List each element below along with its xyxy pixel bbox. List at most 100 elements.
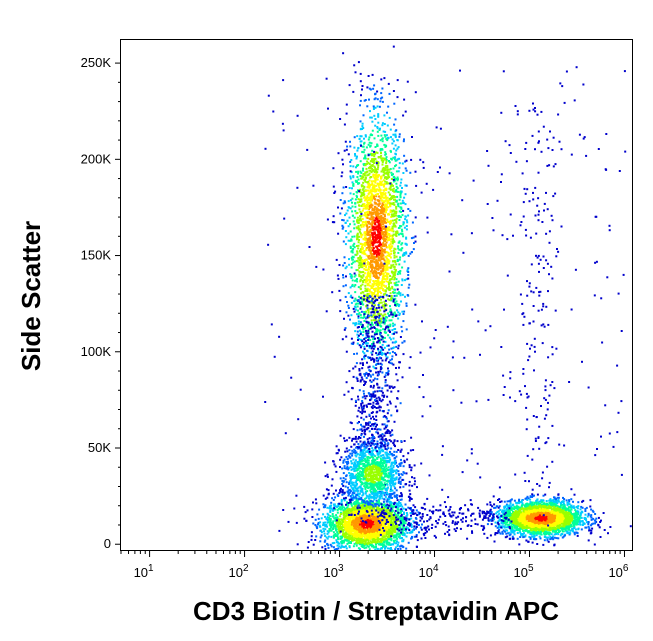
event-dot bbox=[381, 122, 384, 125]
event-dot bbox=[363, 452, 366, 455]
event-dot bbox=[383, 134, 386, 137]
event-dot bbox=[384, 524, 387, 527]
event-dot bbox=[384, 517, 387, 520]
event-dot bbox=[352, 496, 355, 499]
event-dot bbox=[380, 474, 383, 477]
event-dot bbox=[373, 468, 376, 471]
event-dot bbox=[377, 456, 380, 459]
event-dot bbox=[399, 476, 402, 479]
event-dot bbox=[398, 495, 401, 498]
event-dot bbox=[371, 207, 374, 210]
event-dot bbox=[381, 204, 383, 207]
event-dot bbox=[362, 459, 365, 462]
event-dot bbox=[341, 479, 344, 482]
event-dot bbox=[400, 523, 403, 526]
event-dot bbox=[378, 212, 381, 215]
event-dot bbox=[390, 296, 393, 299]
event-dot bbox=[377, 474, 380, 477]
event-dot bbox=[380, 454, 383, 457]
event-dot bbox=[393, 276, 396, 279]
event-dot bbox=[323, 506, 326, 509]
event-dot bbox=[385, 539, 387, 542]
event-dot bbox=[337, 505, 340, 507]
event-dot bbox=[350, 524, 353, 527]
event-dot bbox=[328, 518, 330, 521]
event-dot bbox=[355, 541, 358, 544]
event-dot bbox=[350, 537, 353, 540]
event-dot bbox=[295, 494, 298, 497]
event-dot bbox=[399, 464, 402, 467]
event-dot bbox=[397, 504, 400, 506]
event-dot bbox=[383, 460, 386, 462]
event-dot bbox=[374, 473, 377, 476]
event-dot bbox=[358, 498, 360, 501]
event-dot bbox=[372, 185, 375, 188]
event-dot bbox=[385, 528, 388, 531]
event-dot bbox=[414, 240, 417, 243]
event-dot bbox=[369, 535, 372, 538]
event-dot bbox=[329, 511, 332, 513]
event-dot bbox=[377, 164, 380, 167]
event-dot bbox=[341, 493, 344, 496]
event-dot bbox=[388, 244, 391, 247]
event-dot bbox=[379, 156, 382, 158]
event-dot bbox=[382, 467, 385, 470]
event-dot bbox=[358, 492, 361, 495]
event-dot bbox=[405, 472, 408, 475]
event-dot bbox=[385, 265, 388, 268]
event-dot bbox=[391, 483, 394, 486]
event-dot bbox=[367, 519, 370, 522]
event-dot bbox=[402, 527, 405, 529]
event-dot bbox=[364, 475, 366, 478]
event-dot bbox=[353, 514, 356, 516]
event-dot bbox=[374, 223, 377, 226]
event-dot bbox=[371, 129, 374, 132]
event-dot bbox=[386, 202, 389, 205]
event-dot bbox=[378, 504, 380, 507]
event-dot bbox=[381, 497, 384, 500]
event-dot bbox=[368, 510, 371, 513]
event-dot bbox=[343, 519, 346, 522]
event-dot bbox=[397, 514, 400, 517]
event-dot bbox=[375, 309, 378, 312]
event-dot bbox=[388, 439, 391, 442]
event-dot bbox=[345, 503, 347, 506]
event-dot bbox=[351, 452, 354, 455]
event-dot bbox=[403, 459, 406, 462]
event-dot bbox=[417, 511, 420, 514]
event-dot bbox=[352, 475, 355, 478]
event-dot bbox=[352, 525, 355, 528]
event-dot bbox=[345, 439, 348, 442]
event-dot bbox=[384, 229, 387, 232]
event-dot bbox=[377, 539, 379, 542]
event-dot bbox=[374, 537, 377, 539]
event-dot bbox=[357, 447, 359, 450]
event-dot bbox=[364, 259, 366, 261]
event-dot bbox=[348, 467, 351, 469]
event-dot bbox=[353, 485, 356, 488]
event-dot bbox=[381, 462, 384, 465]
event-dot bbox=[367, 267, 370, 270]
event-dot bbox=[375, 484, 378, 487]
event-dot bbox=[372, 476, 375, 479]
event-dot bbox=[378, 540, 381, 543]
event-dot bbox=[393, 482, 396, 485]
event-dot bbox=[391, 219, 394, 222]
event-dot bbox=[376, 485, 379, 488]
event-dot bbox=[334, 535, 337, 537]
event-dot bbox=[341, 526, 344, 529]
event-dot bbox=[335, 541, 338, 544]
event-dot bbox=[347, 510, 350, 513]
event-dot bbox=[402, 465, 405, 468]
event-dot bbox=[380, 495, 383, 498]
event-dot bbox=[340, 527, 342, 530]
event-dot bbox=[379, 334, 382, 337]
event-dot bbox=[344, 140, 347, 143]
event-dot bbox=[361, 525, 364, 528]
event-dot bbox=[397, 233, 400, 236]
event-dot bbox=[407, 541, 410, 544]
event-dot bbox=[372, 539, 374, 542]
event-dot bbox=[372, 456, 374, 459]
event-dot bbox=[363, 455, 366, 458]
event-dot bbox=[396, 232, 399, 235]
